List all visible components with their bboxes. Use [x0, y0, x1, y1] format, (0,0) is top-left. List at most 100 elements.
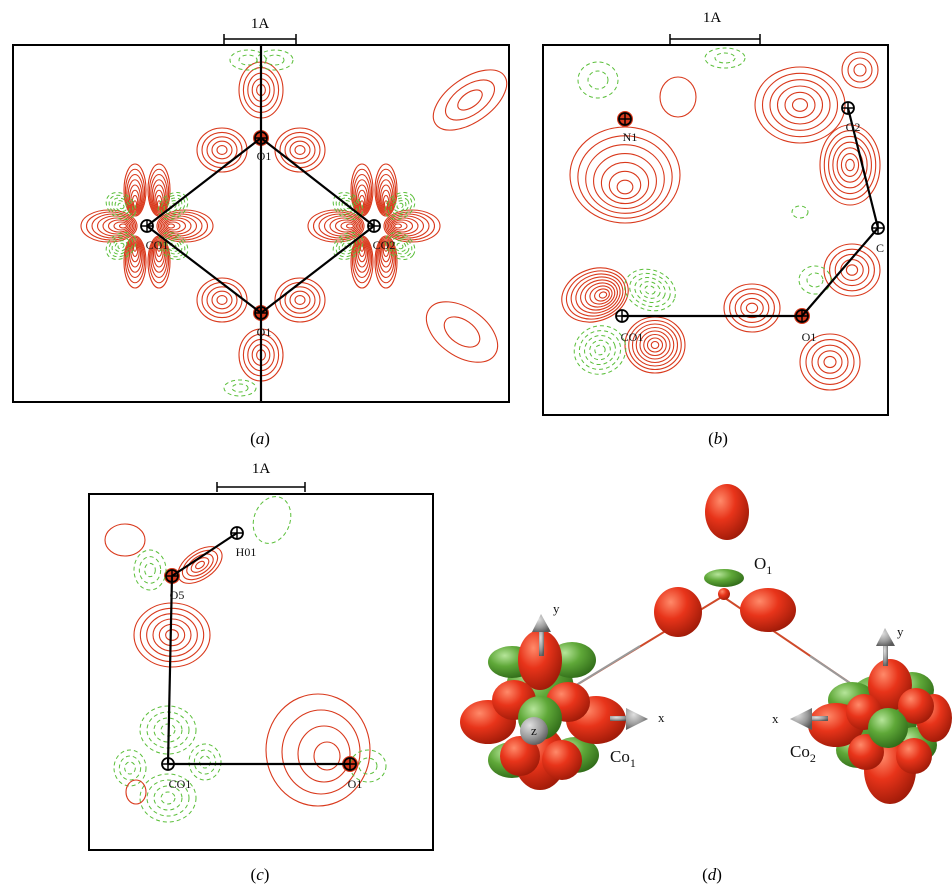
panel-a-o1-top-contour [284, 136, 316, 164]
panel-a-co2-positive-contour [340, 221, 356, 231]
panel-d: O1 y x z Co1 [460, 484, 952, 884]
panel-c-negative-contour [199, 755, 211, 769]
panel-b-label-o2: O2 [846, 120, 861, 134]
panel-a-co2-positive-contour [358, 242, 366, 258]
panel-a-co2-positive-contour [351, 168, 373, 216]
panel-a-co1-positive-contour [132, 244, 138, 252]
panel-a-label-co1: CO1 [146, 238, 169, 252]
panel-a-co1-positive-contour [148, 168, 170, 216]
panel-a-o1-bottom-contour [289, 290, 311, 310]
panel-b-bonds [622, 107, 880, 318]
panel-b-o2-contour [791, 98, 809, 112]
panel-a-co1-positive-contour [130, 189, 140, 211]
panel-a-negative-contour [223, 379, 257, 397]
panel-a-positive-contour [432, 69, 508, 131]
panel-b-co1-contour [575, 276, 621, 314]
panel-b-o2-contour [819, 124, 881, 206]
panel-a-co1-positive-contour [162, 217, 192, 235]
panel-a-o1-top-contour [206, 136, 238, 164]
panel-a-co2-positive-contour [374, 163, 398, 217]
panel-b-atom-n1: N1 [618, 112, 637, 144]
panel-a-co1-positive-contour [131, 242, 139, 258]
panel-a-co1-positive-contour [128, 240, 142, 268]
panel-b-o1-contour [745, 302, 759, 314]
panel-a-co1-positive-contour [91, 213, 135, 239]
panel-d-caption: (d) [702, 865, 722, 884]
panel-c-o5-contour [195, 560, 205, 570]
panel-b-o2-contour [769, 79, 831, 131]
panel-a-label-o1-top: O1 [257, 149, 272, 163]
panel-c-o1-contour [313, 741, 341, 771]
panel-a-co1-positive-contour [130, 241, 140, 263]
panel-a-co1-negative-contour [114, 200, 128, 212]
panel-a-co1-positive-contour [155, 194, 163, 210]
panel-a-co1-negative-contour [108, 234, 134, 258]
panel-a-positive-contour [443, 316, 481, 348]
panel-c-positive-contour [125, 779, 147, 805]
panel-a-co2-positive-contour [355, 184, 369, 212]
panel-b-negative-contour [573, 325, 627, 375]
panel-a-positive-contour [425, 301, 499, 363]
panel-c-o1-contour [297, 725, 351, 783]
panel-a-co2-positive-contour [355, 240, 369, 268]
panel-a-co1-positive-contour [155, 242, 163, 258]
panel-b-o2-contour [853, 63, 867, 77]
panel-b-o1-contour [734, 293, 770, 323]
panel-b-c-contour [834, 253, 870, 287]
panel-d-label-co1: Co1 [610, 747, 636, 770]
panel-a-scale-bar: 1A [223, 16, 297, 44]
panel-c-scale-bar: 1A [216, 461, 306, 492]
panel-c: 1A H01 O5 CO1 O1 [88, 461, 434, 884]
panel-b-positive-contour [659, 76, 697, 118]
panel-b-co1-contour [580, 279, 618, 311]
panel-b-negative-contour [791, 205, 809, 219]
panel-b-negative-contour [714, 52, 736, 64]
panel-c-caption-letter: c [256, 865, 264, 884]
panel-b-scale-bar: 1A [669, 10, 761, 44]
panel-b-label-co1: CO1 [621, 330, 644, 344]
panel-b-co1-contour [565, 270, 627, 320]
panel-b-n1-contour [600, 161, 650, 205]
panel-a-positive-contour [445, 79, 495, 121]
panel-a-co2-positive-contour [392, 221, 408, 231]
panel-b-n1-contour [616, 179, 634, 195]
panel-c-negative-contour [113, 749, 147, 787]
panel-b-o1-contour [817, 350, 843, 374]
panel-c-label-o5: O5 [170, 588, 185, 602]
panel-a-co1-positive-contour [107, 219, 131, 233]
panel-c-negative-contour [146, 779, 190, 817]
panel-b-n1-contour [577, 135, 673, 219]
panel-b-scale-label: 1A [703, 10, 722, 26]
panel-c-negative-contour [138, 556, 162, 584]
panel-a-co2-negative-contour [387, 234, 413, 258]
panel-a-co2-negative-contour [384, 192, 416, 220]
panel-a-bonds [146, 45, 375, 402]
panel-a-co2-positive-contour [384, 211, 436, 241]
panel-a-co2-positive-contour [312, 211, 364, 241]
panel-b-o2-contour [823, 130, 877, 200]
panel-b-co1-contour [628, 319, 682, 371]
panel-a-co2-positive-contour [329, 217, 359, 235]
panel-a-o1-top-contour [216, 145, 228, 155]
panel-c-label-h01: H01 [236, 545, 257, 559]
panel-b-negative-contour [798, 265, 832, 295]
panel-c-caption: (c) [251, 865, 270, 884]
panel-a-co2-positive-contour [359, 244, 365, 252]
panel-a-co1-negative-contour [111, 237, 131, 255]
panel-a-positive-contour [457, 89, 483, 111]
panel-a-co2-positive-contour [390, 219, 414, 233]
panel-b-co1-contour [650, 340, 660, 350]
panel-c-scale-label: 1A [252, 461, 271, 477]
panel-a-co1-positive-contour [166, 223, 176, 229]
panel-a-co2-positive-contour [377, 237, 395, 279]
panel-a-co2-negative-contour [390, 197, 410, 215]
panel-b-c-contour [823, 243, 881, 297]
panel-a-co2-positive-contour [389, 217, 419, 235]
panel-b-label-o1: O1 [802, 330, 817, 344]
panel-c-negative-contour [118, 755, 142, 781]
panel-a-co1-positive-contour [148, 236, 170, 284]
panel-d-co1-axis-y: y [553, 601, 560, 616]
panel-a-co2-positive-contour [381, 189, 391, 211]
panel-b-frame [542, 44, 889, 416]
panel-a-o1-top-contour [294, 145, 306, 155]
